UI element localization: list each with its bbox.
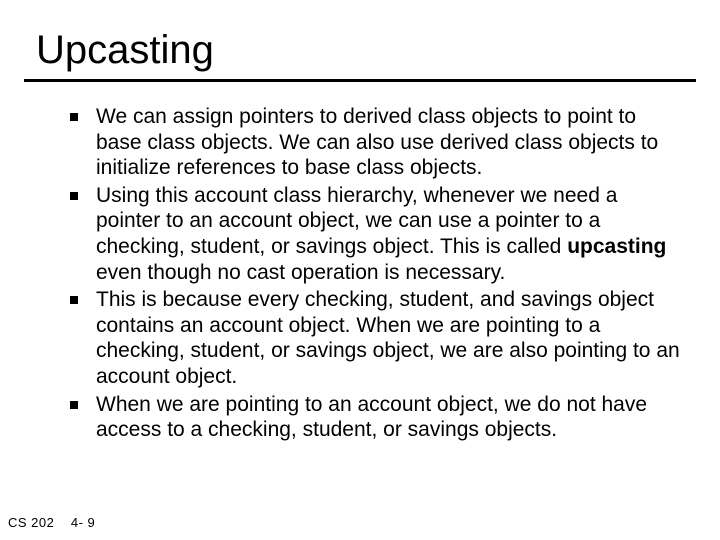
bullet-list: We can assign pointers to derived class … <box>66 104 684 443</box>
bullet-item: We can assign pointers to derived class … <box>66 104 684 181</box>
bullet-text: Using this account class hierarchy, when… <box>96 184 617 258</box>
title-region: Upcasting <box>0 0 720 73</box>
footer-page: 4- 9 <box>71 515 95 530</box>
bullet-item: When we are pointing to an account objec… <box>66 392 684 443</box>
slide-footer: CS 202 4- 9 <box>8 515 95 530</box>
slide-title: Upcasting <box>36 28 720 73</box>
bullet-text: We can assign pointers to derived class … <box>96 105 658 179</box>
bullet-item: This is because every checking, student,… <box>66 287 684 389</box>
footer-gap <box>59 515 67 530</box>
bullet-text: This is because every checking, student,… <box>96 288 680 388</box>
slide: Upcasting We can assign pointers to deri… <box>0 0 720 540</box>
bullet-text: When we are pointing to an account objec… <box>96 393 647 442</box>
body-region: We can assign pointers to derived class … <box>0 82 720 443</box>
bullet-item: Using this account class hierarchy, when… <box>66 183 684 285</box>
footer-course: CS 202 <box>8 515 54 530</box>
bullet-text: even though no cast operation is necessa… <box>96 261 505 284</box>
bullet-text-bold: upcasting <box>567 235 666 258</box>
